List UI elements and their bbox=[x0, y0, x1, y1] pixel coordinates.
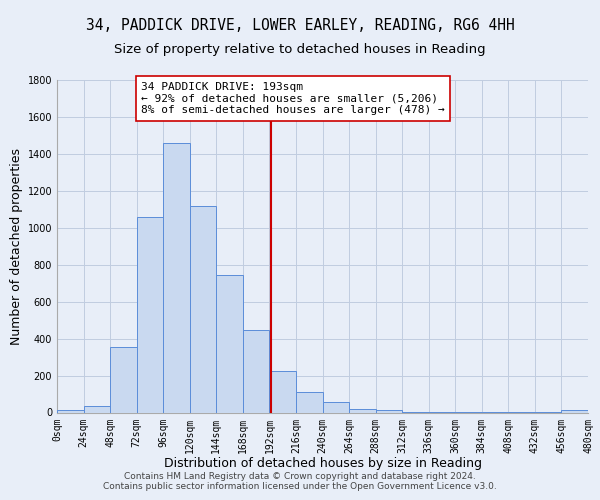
Text: 34, PADDICK DRIVE, LOWER EARLEY, READING, RG6 4HH: 34, PADDICK DRIVE, LOWER EARLEY, READING… bbox=[86, 18, 514, 32]
Bar bbox=[216, 275, 243, 412]
Bar bbox=[376, 410, 402, 412]
Text: Contains HM Land Registry data © Crown copyright and database right 2024.: Contains HM Land Registry data © Crown c… bbox=[124, 472, 476, 481]
Bar bbox=[296, 392, 323, 412]
Bar bbox=[163, 143, 190, 412]
Text: Size of property relative to detached houses in Reading: Size of property relative to detached ho… bbox=[114, 42, 486, 56]
Bar bbox=[269, 371, 296, 412]
Bar bbox=[562, 410, 588, 412]
Bar bbox=[349, 409, 376, 412]
Bar bbox=[323, 402, 349, 412]
Bar bbox=[243, 330, 269, 412]
Bar bbox=[137, 216, 163, 412]
Text: 34 PADDICK DRIVE: 193sqm
← 92% of detached houses are smaller (5,206)
8% of semi: 34 PADDICK DRIVE: 193sqm ← 92% of detach… bbox=[141, 82, 445, 115]
Y-axis label: Number of detached properties: Number of detached properties bbox=[10, 148, 23, 345]
Bar bbox=[190, 206, 217, 412]
X-axis label: Distribution of detached houses by size in Reading: Distribution of detached houses by size … bbox=[163, 457, 482, 470]
Bar bbox=[110, 347, 137, 412]
Text: Contains public sector information licensed under the Open Government Licence v3: Contains public sector information licen… bbox=[103, 482, 497, 491]
Bar bbox=[57, 410, 83, 412]
Bar bbox=[83, 406, 110, 412]
